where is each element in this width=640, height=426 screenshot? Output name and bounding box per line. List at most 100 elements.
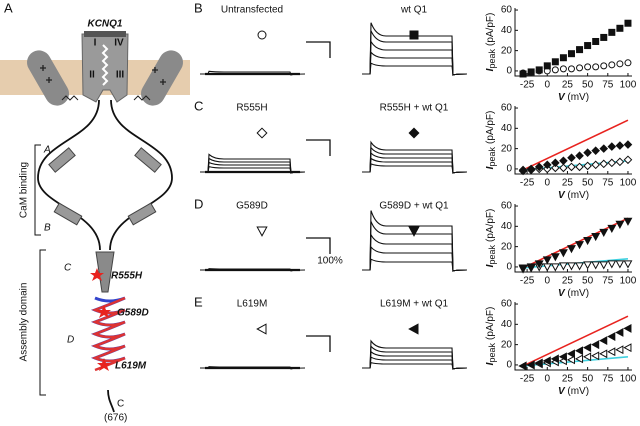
- scale-bar: [306, 237, 331, 254]
- data-point: [623, 155, 633, 165]
- segment-label: III: [116, 70, 125, 81]
- helix-label: C: [64, 263, 72, 274]
- data-point: [559, 65, 567, 73]
- x-axis-label: V (mV): [558, 92, 589, 103]
- region-label: CaM binding: [19, 162, 30, 218]
- data-point: [615, 141, 625, 150]
- data-point: [542, 356, 551, 366]
- x-tick-label: 25: [562, 374, 574, 385]
- y-tick-label: 0: [506, 262, 512, 273]
- x-tick-label: 25: [562, 276, 574, 287]
- data-point: [599, 349, 608, 359]
- y-unit: (pA/pF): [485, 209, 496, 242]
- y-axis-label: Ipeak (pA/pF): [485, 13, 498, 72]
- data-point: [542, 263, 552, 272]
- pore-top: [84, 31, 126, 37]
- data-point: [518, 265, 528, 274]
- reference-line: [522, 315, 629, 367]
- y-tick-label: 0: [506, 360, 512, 371]
- linker: [61, 95, 151, 101]
- data-point: [623, 323, 632, 333]
- data-point: [567, 162, 576, 172]
- data-point: [575, 241, 584, 250]
- scale-bar: [306, 139, 331, 156]
- current-trace: [362, 151, 468, 174]
- scale-label: 100%: [317, 256, 343, 267]
- trace-label: G589D: [236, 201, 268, 212]
- x-tick-label: -25: [520, 374, 535, 385]
- data-point: [526, 360, 535, 370]
- mutation-label: L619M: [115, 361, 147, 372]
- y-tick-label: 40: [501, 221, 513, 232]
- data-point: [519, 70, 527, 78]
- current-trace: [362, 51, 468, 76]
- data-point: [615, 345, 624, 355]
- y-subscript: peak: [487, 49, 497, 69]
- scale-bar: [306, 335, 331, 352]
- y-tick-label: 0: [506, 66, 512, 77]
- data-point: [559, 156, 568, 166]
- data-point: [600, 33, 608, 41]
- panel-label: D: [194, 196, 203, 211]
- data-point: [559, 54, 567, 62]
- data-point: [583, 261, 593, 270]
- data-point: [624, 19, 632, 27]
- mutation-label: G589D: [117, 308, 149, 319]
- data-point: [551, 163, 560, 173]
- data-point: [599, 159, 609, 169]
- panel-label: E: [194, 294, 203, 309]
- subunit: [27, 50, 69, 106]
- y-axis-label: Ipeak (pA/pF): [485, 209, 498, 268]
- data-point: [608, 28, 616, 36]
- current-trace: [362, 210, 468, 272]
- coil-red: [91, 296, 126, 372]
- data-point: [591, 146, 600, 155]
- data-point: [559, 163, 568, 173]
- symbol-icon: [256, 127, 268, 139]
- y-tick-label: 60: [501, 201, 513, 212]
- mutation-star: [90, 268, 104, 281]
- reference-line: [522, 119, 629, 171]
- current-trace: [362, 361, 468, 370]
- data-point: [615, 260, 625, 269]
- data-point: [567, 65, 575, 73]
- bracket: [34, 144, 41, 236]
- x-tick-label: 75: [602, 374, 614, 385]
- data-point: [566, 355, 575, 365]
- data-point: [550, 253, 560, 262]
- data-point: [534, 162, 544, 172]
- data-point: [558, 352, 567, 362]
- data-point: [600, 62, 608, 70]
- data-point: [599, 144, 609, 153]
- trace-label: wt Q1: [400, 5, 428, 16]
- x-tick-label: 50: [582, 374, 594, 385]
- current-trace: [200, 157, 306, 174]
- symbol-icon: [408, 323, 419, 335]
- x-tick-label: 0: [544, 276, 550, 287]
- current-trace: [362, 140, 468, 174]
- data-point: [575, 262, 584, 271]
- current-trace: [362, 258, 468, 272]
- data-point: [576, 46, 584, 54]
- panel-label: C: [194, 98, 203, 113]
- data-point: [582, 343, 592, 353]
- data-point: [574, 354, 584, 364]
- x-tick-label: 100: [620, 276, 637, 287]
- data-point: [607, 260, 617, 269]
- y-tick-label: 20: [501, 45, 513, 56]
- data-point: [607, 142, 617, 151]
- data-point: [567, 262, 576, 271]
- current-trace: [362, 245, 468, 272]
- data-point: [607, 347, 616, 357]
- x-unit: (mV): [567, 92, 589, 103]
- data-point: [607, 158, 617, 168]
- data-point: [623, 217, 633, 226]
- data-point: [591, 261, 601, 270]
- data-point: [526, 164, 536, 174]
- data-point: [566, 349, 575, 359]
- data-point: [591, 340, 600, 350]
- helix-label: B: [44, 223, 51, 234]
- data-point: [582, 352, 592, 362]
- x-axis-label: V (mV): [558, 190, 589, 201]
